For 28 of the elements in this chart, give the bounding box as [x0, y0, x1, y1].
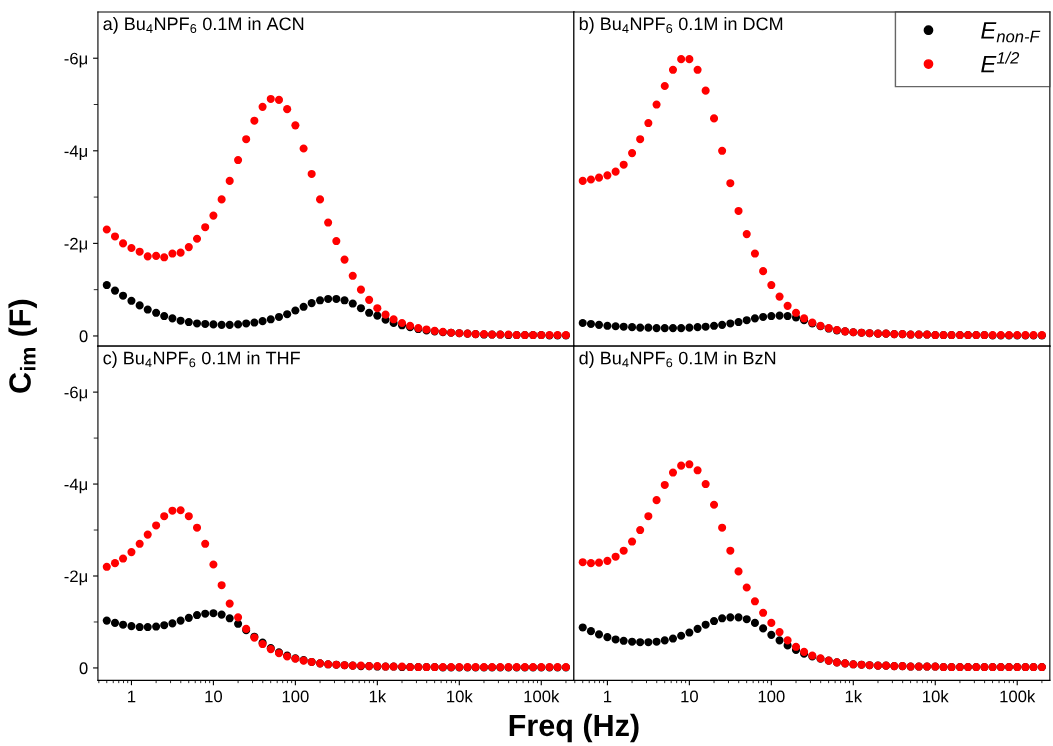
legend-label: E$^{1/2}$: [981, 51, 1020, 73]
x-tick-label: 1k: [369, 690, 387, 703]
x-tick-label: 1: [128, 690, 136, 703]
x-tick-label: 1k: [845, 690, 863, 703]
x-tick-label: 10k: [923, 690, 949, 703]
x-tick-label: 100: [758, 690, 785, 703]
y-tick-label: -6μ: [64, 52, 87, 68]
x-tick-label: 100: [282, 690, 309, 703]
x-tick-label: 10: [205, 690, 223, 703]
x-tick-label: 10: [681, 690, 698, 703]
x-tick-label: 100k: [1000, 690, 1036, 703]
y-tick-label: -4μ: [64, 478, 87, 494]
y-tick-label: -6μ: [64, 386, 87, 402]
y-tick-label: -4μ: [64, 145, 87, 161]
legend-label: E$_{non‐F}$: [981, 22, 1041, 43]
chart-title: d) Bu$_{4}$NPF$_{6}$ 0.1M in BzN: [579, 351, 776, 368]
chart-title: a) Bu$_{4}$NPF$_{6}$ 0.1M in ACN: [103, 16, 304, 34]
x-tick-label: 1: [604, 690, 612, 703]
y-tick-label: 0: [79, 330, 88, 343]
chart-title: c) Bu$_{4}$NPF$_{6}$ 0.1M in THF: [103, 351, 300, 368]
y-axis-title: C$_{im}$ (F): [8, 299, 37, 393]
x-tick-label: 10k: [447, 690, 473, 703]
y-tick-label: -2μ: [64, 237, 87, 253]
chart-title: b) Bu$_{4}$NPF$_{6}$ 0.1M in DCM: [579, 16, 783, 34]
y-tick-label: -2μ: [64, 570, 87, 586]
x-axis-title: Freq (Hz): [509, 713, 639, 743]
y-tick-label: 0: [79, 662, 88, 675]
x-tick-label: 100k: [524, 690, 560, 703]
